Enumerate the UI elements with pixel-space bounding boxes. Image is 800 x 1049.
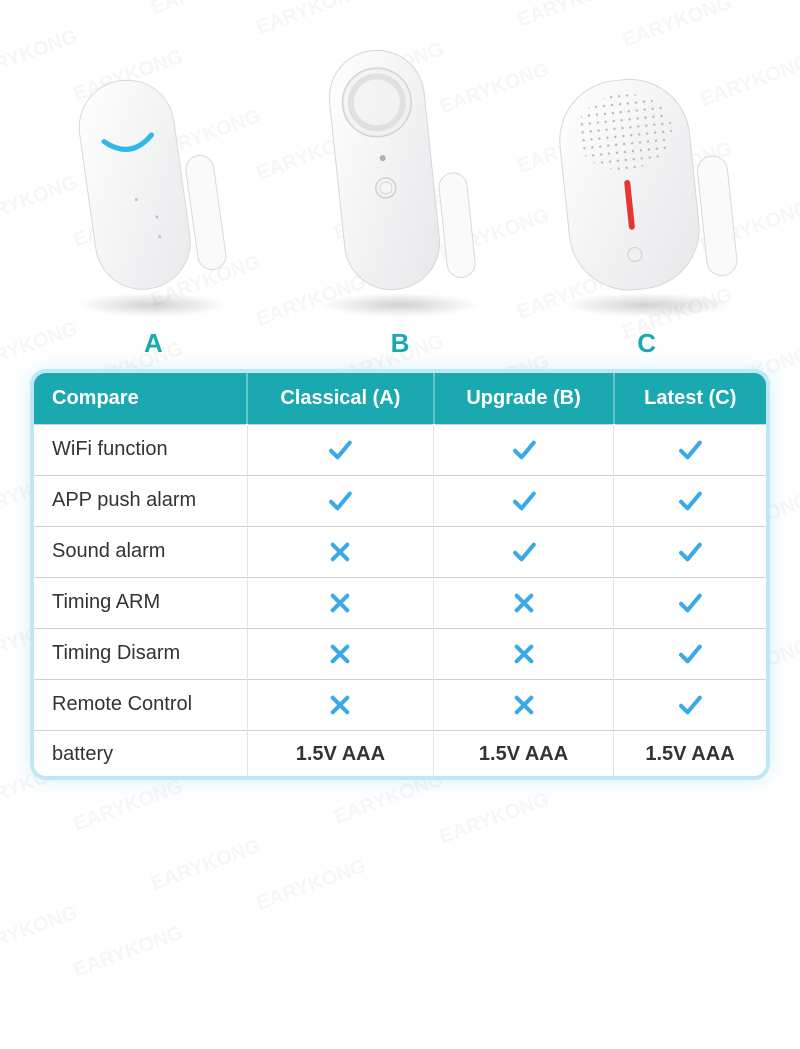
value-cell: 1.5V AAA	[247, 730, 433, 778]
value-cell	[614, 424, 767, 475]
table-row: Sound alarm	[34, 526, 766, 577]
value-cell	[247, 679, 433, 730]
table-row: WiFi function	[34, 424, 766, 475]
table-header-cell: Upgrade (B)	[434, 373, 614, 425]
check-icon	[677, 590, 703, 616]
product-b: B	[277, 30, 524, 359]
table-header-cell: Compare	[34, 373, 247, 425]
value-cell	[247, 424, 433, 475]
feature-cell: Sound alarm	[34, 526, 247, 577]
device-a-illustration	[53, 60, 253, 320]
table-header-cell: Latest (C)	[614, 373, 767, 425]
table-header-row: CompareClassical (A)Upgrade (B)Latest (C…	[34, 373, 766, 425]
feature-cell: battery	[34, 730, 247, 778]
value-cell	[247, 526, 433, 577]
check-icon	[677, 539, 703, 565]
table-row: Remote Control	[34, 679, 766, 730]
value-cell	[434, 526, 614, 577]
product-a: A	[30, 30, 277, 359]
check-icon	[677, 641, 703, 667]
feature-cell: WiFi function	[34, 424, 247, 475]
table-row: battery1.5V AAA1.5V AAA1.5V AAA	[34, 730, 766, 778]
product-c: C	[523, 30, 770, 359]
check-icon	[327, 437, 353, 463]
value-cell: 1.5V AAA	[434, 730, 614, 778]
cross-icon	[511, 692, 537, 718]
table-row: APP push alarm	[34, 475, 766, 526]
value-cell	[614, 526, 767, 577]
value-cell	[247, 475, 433, 526]
table-header-cell: Classical (A)	[247, 373, 433, 425]
value-cell	[614, 679, 767, 730]
table-body: WiFi function APP push alarm Sound alarm…	[34, 424, 766, 778]
value-cell	[434, 475, 614, 526]
value-cell	[614, 577, 767, 628]
value-cell	[247, 577, 433, 628]
value-cell	[614, 475, 767, 526]
value-cell	[434, 577, 614, 628]
device-c-illustration	[537, 60, 757, 320]
check-icon	[677, 692, 703, 718]
cross-icon	[511, 590, 537, 616]
value-cell	[434, 424, 614, 475]
check-icon	[511, 539, 537, 565]
product-label-b: B	[391, 328, 410, 359]
value-cell	[434, 679, 614, 730]
feature-cell: APP push alarm	[34, 475, 247, 526]
product-row: A	[30, 20, 770, 359]
feature-cell: Timing ARM	[34, 577, 247, 628]
cross-icon	[327, 539, 353, 565]
product-label-c: C	[637, 328, 656, 359]
check-icon	[677, 488, 703, 514]
cross-icon	[327, 590, 353, 616]
comparison-table-wrap: CompareClassical (A)Upgrade (B)Latest (C…	[30, 369, 770, 780]
cross-icon	[327, 641, 353, 667]
device-b-illustration	[300, 40, 500, 320]
comparison-table: CompareClassical (A)Upgrade (B)Latest (C…	[34, 373, 766, 778]
table-row: Timing Disarm	[34, 628, 766, 679]
cross-icon	[511, 641, 537, 667]
check-icon	[327, 488, 353, 514]
table-row: Timing ARM	[34, 577, 766, 628]
feature-cell: Timing Disarm	[34, 628, 247, 679]
check-icon	[677, 437, 703, 463]
check-icon	[511, 437, 537, 463]
cross-icon	[327, 692, 353, 718]
value-cell	[614, 628, 767, 679]
check-icon	[511, 488, 537, 514]
value-cell	[247, 628, 433, 679]
value-cell	[434, 628, 614, 679]
feature-cell: Remote Control	[34, 679, 247, 730]
value-cell: 1.5V AAA	[614, 730, 767, 778]
product-label-a: A	[144, 328, 163, 359]
